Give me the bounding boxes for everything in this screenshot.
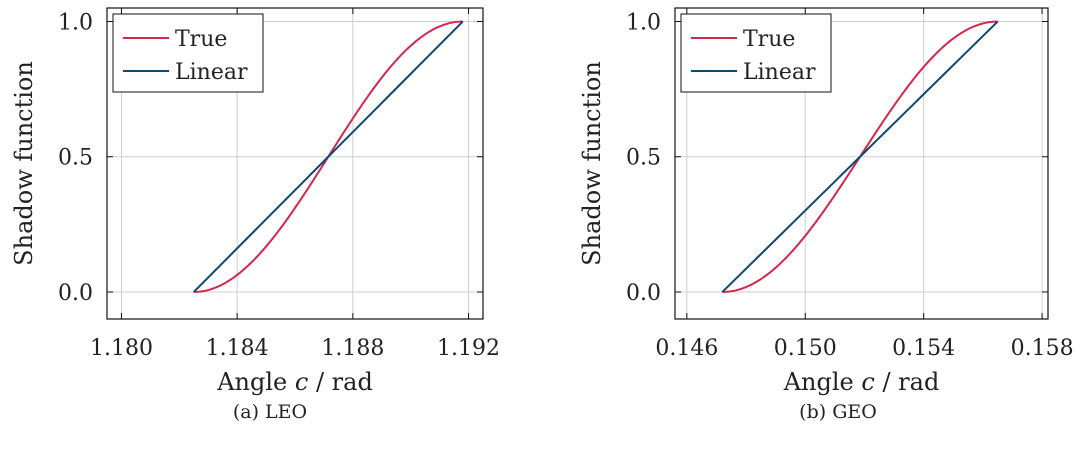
x-tick-label: 0.158 (1011, 336, 1074, 361)
plot-frame (106, 7, 484, 320)
caption: (b) GEO (799, 401, 877, 423)
series-line-linear (721, 20, 999, 293)
x-tick-label: 1.188 (321, 336, 384, 361)
y-tick-label: 0.0 (58, 281, 93, 306)
plot-frame (674, 7, 1049, 320)
legend-box (680, 13, 832, 93)
y-axis-label: Shadow function (10, 61, 38, 266)
x-tick-label: 1.184 (206, 336, 269, 361)
y-tick-label: 0.0 (626, 281, 661, 306)
legend-box (112, 13, 264, 93)
y-axis-label: Shadow function (578, 61, 606, 266)
x-tick-label: 0.146 (655, 336, 718, 361)
x-tick-label: 1.180 (90, 336, 153, 361)
chart-2: 0.146 0.150 0.154 0.158 0.0 0.5 1.0 Angle c / r… (578, 7, 1074, 423)
y-tick-label: 0.5 (58, 146, 93, 171)
y-tick-label: 1.0 (626, 11, 661, 36)
series-line-linear (193, 20, 464, 293)
x-axis-label: Angle c / rad (216, 368, 373, 396)
x-tick-label: 0.154 (892, 336, 955, 361)
y-tick-label: 1.0 (58, 11, 93, 36)
chart-1: 1.180 1.184 1.188 1.192 0.0 0.5 1.0 Angle c / r… (10, 7, 500, 423)
caption: (a) LEO (233, 401, 307, 423)
legend-label: Linear (175, 60, 248, 85)
legend-label: Linear (743, 60, 816, 85)
x-tick-label: 1.192 (437, 336, 500, 361)
x-axis-label: Angle c / rad (783, 368, 940, 396)
y-tick-label: 0.5 (626, 146, 661, 171)
legend-label: True (743, 27, 795, 52)
x-tick-label: 0.150 (774, 336, 837, 361)
legend-label: True (175, 27, 227, 52)
